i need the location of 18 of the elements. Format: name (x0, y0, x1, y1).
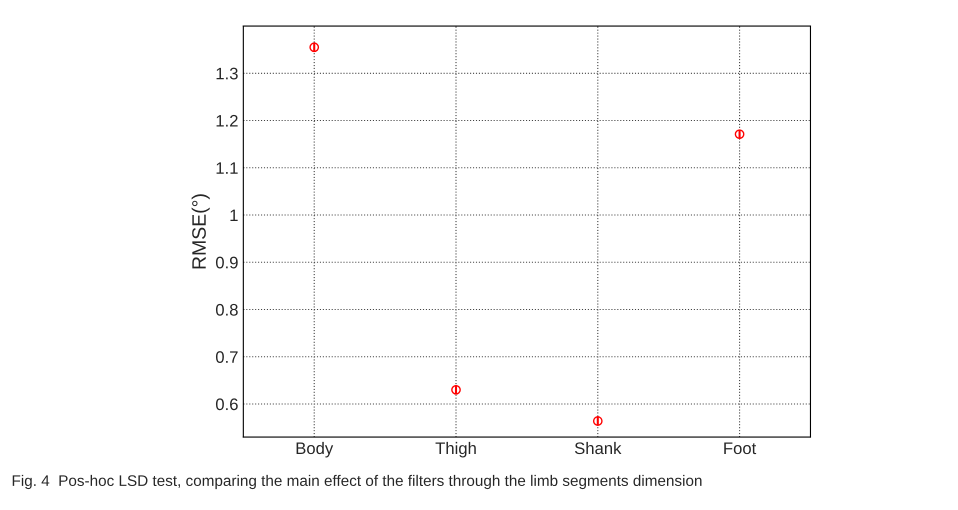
x-tick-label: Foot (724, 442, 756, 454)
point (451, 384, 461, 395)
x-tick-label: Body (296, 442, 334, 458)
y-tick-label: 0.7 (216, 351, 238, 363)
x-tick-label: Shank (574, 442, 622, 454)
y-tick-label: 1.1 (216, 162, 238, 174)
y-tick-label: 1.2 (216, 114, 238, 127)
caption: Fig. 4 Pos-hoc LSD test, comparing the main effect of the filters through the limb segments dimension (12, 474, 702, 490)
point (309, 42, 320, 52)
point (592, 416, 603, 426)
y-tick-label: 0.8 (216, 304, 238, 316)
point (734, 129, 744, 140)
x-tick-label: Thigh (436, 442, 476, 458)
y-tick-label: 1.3 (216, 68, 238, 80)
y-tick-label: 0.6 (216, 398, 238, 410)
y-axis-title: RMSE(°) (192, 194, 210, 268)
y-tick-label: 0.9 (216, 256, 238, 268)
y-tick-label: 1 (230, 210, 238, 222)
